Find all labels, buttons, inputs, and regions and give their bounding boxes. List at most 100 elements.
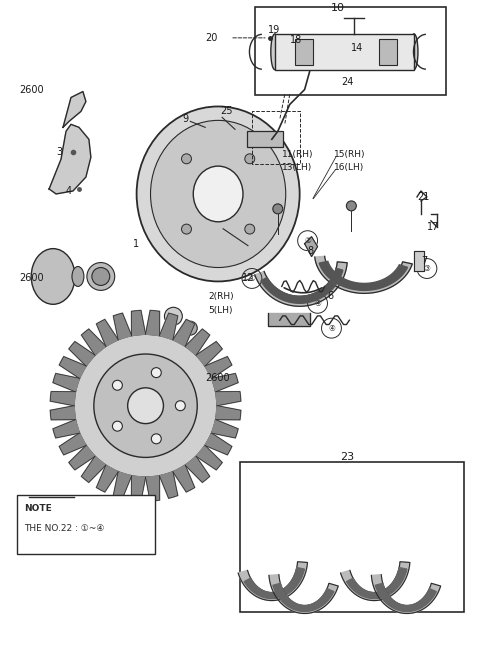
Ellipse shape <box>151 121 286 268</box>
Polygon shape <box>50 391 75 406</box>
Text: 2600: 2600 <box>19 84 44 95</box>
Text: 2600: 2600 <box>19 273 44 283</box>
Text: 24: 24 <box>341 76 354 87</box>
Text: ①: ① <box>249 274 255 283</box>
Polygon shape <box>53 420 79 438</box>
Text: 17: 17 <box>427 222 439 232</box>
Circle shape <box>112 421 122 431</box>
Circle shape <box>273 204 283 214</box>
Circle shape <box>112 380 122 390</box>
Ellipse shape <box>271 34 279 70</box>
Bar <box>247 132 283 147</box>
Polygon shape <box>132 476 145 501</box>
Polygon shape <box>132 310 145 336</box>
Polygon shape <box>53 373 79 392</box>
Text: 2(RH): 2(RH) <box>208 292 234 301</box>
Polygon shape <box>173 465 195 492</box>
Polygon shape <box>69 445 95 470</box>
Polygon shape <box>50 406 75 420</box>
Ellipse shape <box>137 106 300 281</box>
Ellipse shape <box>410 34 418 70</box>
Text: ②: ② <box>304 236 311 245</box>
Bar <box>255 7 446 95</box>
Polygon shape <box>173 319 195 346</box>
Polygon shape <box>216 406 241 420</box>
Polygon shape <box>59 356 86 378</box>
Text: 9: 9 <box>182 115 189 124</box>
Polygon shape <box>212 373 238 392</box>
Circle shape <box>181 224 192 234</box>
Text: 4: 4 <box>66 186 72 196</box>
Text: 25: 25 <box>220 106 233 117</box>
Polygon shape <box>145 310 160 336</box>
Circle shape <box>347 201 356 211</box>
Circle shape <box>181 154 192 164</box>
Text: ④: ④ <box>328 323 335 332</box>
Polygon shape <box>341 562 410 601</box>
Polygon shape <box>305 237 318 257</box>
Polygon shape <box>49 124 91 194</box>
Polygon shape <box>185 456 210 482</box>
Polygon shape <box>319 261 408 290</box>
Text: NOTE: NOTE <box>24 504 52 513</box>
FancyBboxPatch shape <box>17 495 156 554</box>
Polygon shape <box>261 268 343 303</box>
Polygon shape <box>96 465 118 492</box>
Text: 16(LH): 16(LH) <box>335 163 365 172</box>
Text: 19: 19 <box>268 25 280 35</box>
Polygon shape <box>196 341 222 366</box>
Polygon shape <box>372 575 441 614</box>
Polygon shape <box>375 583 436 612</box>
Polygon shape <box>82 329 106 355</box>
Circle shape <box>92 268 110 285</box>
Polygon shape <box>69 341 95 366</box>
Circle shape <box>307 44 323 60</box>
Polygon shape <box>216 391 241 406</box>
Text: 14: 14 <box>351 43 364 52</box>
Text: 6: 6 <box>327 292 334 301</box>
Text: 13(LH): 13(LH) <box>282 163 312 172</box>
Polygon shape <box>244 568 304 599</box>
Circle shape <box>245 224 255 234</box>
Text: ④: ④ <box>314 299 321 308</box>
Ellipse shape <box>72 266 84 286</box>
Polygon shape <box>273 583 334 612</box>
Polygon shape <box>185 329 210 355</box>
Text: 12: 12 <box>242 273 254 283</box>
Text: 8: 8 <box>308 246 314 255</box>
Circle shape <box>87 262 115 290</box>
Text: 5(LH): 5(LH) <box>208 306 233 315</box>
Text: 11(RH): 11(RH) <box>282 150 313 159</box>
Ellipse shape <box>31 249 75 305</box>
Text: 2600: 2600 <box>205 373 230 383</box>
Bar <box>275 34 414 70</box>
Bar <box>240 463 464 612</box>
Polygon shape <box>96 319 118 346</box>
Text: 21: 21 <box>417 192 429 202</box>
Circle shape <box>74 334 217 478</box>
Polygon shape <box>205 433 232 455</box>
Polygon shape <box>113 472 132 498</box>
Text: 7: 7 <box>421 255 427 266</box>
Polygon shape <box>113 313 132 340</box>
Ellipse shape <box>193 166 243 222</box>
Polygon shape <box>196 445 222 470</box>
Polygon shape <box>205 356 232 378</box>
Circle shape <box>128 388 164 424</box>
Polygon shape <box>145 476 160 501</box>
Polygon shape <box>268 313 310 326</box>
Circle shape <box>245 154 255 164</box>
Polygon shape <box>414 251 424 270</box>
Text: 10: 10 <box>330 3 345 13</box>
Circle shape <box>94 354 197 457</box>
Text: 15(RH): 15(RH) <box>335 150 366 159</box>
Polygon shape <box>212 420 238 438</box>
Polygon shape <box>347 568 407 599</box>
Polygon shape <box>63 91 86 128</box>
Text: 1: 1 <box>132 238 139 249</box>
Circle shape <box>175 400 185 411</box>
Polygon shape <box>82 456 106 482</box>
Circle shape <box>183 321 197 335</box>
Polygon shape <box>159 472 178 498</box>
Bar <box>295 39 312 65</box>
